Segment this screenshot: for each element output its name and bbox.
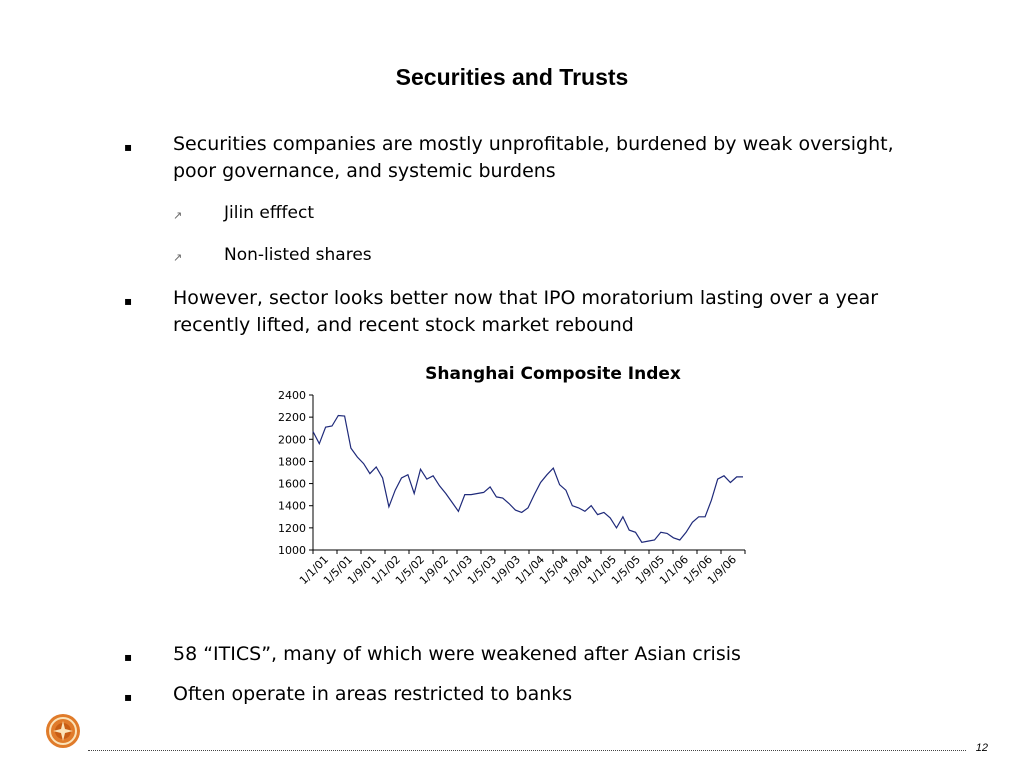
y-tick-label: 2400: [278, 389, 306, 402]
ornamental-seal-logo-icon: [46, 714, 80, 748]
bullet-text: However, sector looks better now that IP…: [173, 287, 879, 336]
shanghai-composite-chart: 100012001400160018002000220024001/1/011/…: [278, 389, 746, 587]
y-tick-label: 1400: [278, 500, 306, 513]
sub-bullet-text: Jilin efffect: [224, 203, 314, 223]
footer-divider: [88, 750, 966, 751]
y-tick-label: 2000: [278, 433, 306, 446]
sub-bullet-text: Non-listed shares: [224, 245, 372, 265]
y-tick-label: 1600: [278, 478, 306, 491]
y-tick-label: 1800: [278, 455, 306, 468]
index-series-line: [312, 414, 743, 543]
y-tick-label: 2200: [278, 411, 306, 424]
bullet-marker: ▪: [124, 294, 133, 308]
bullet-marker: ▪: [124, 140, 133, 154]
page-number: 12: [975, 742, 988, 754]
y-tick-label: 1000: [278, 544, 306, 557]
bullet-marker: ▪: [124, 690, 133, 704]
bullet-text: Securities companies are mostly unprofit…: [173, 133, 894, 182]
chart-title: Shanghai Composite Index: [425, 364, 681, 384]
sub-bullet-arrow-icon: ↗: [173, 209, 183, 222]
bullet-text: 58 “ITICS”, many of which were weakened …: [173, 643, 741, 665]
y-tick-label: 1200: [278, 522, 306, 535]
bullet-text: Often operate in areas restricted to ban…: [173, 683, 573, 705]
slide-title: Securities and Trusts: [395, 64, 629, 90]
sub-bullet-arrow-icon: ↗: [173, 251, 183, 264]
bullet-marker: ▪: [124, 650, 133, 664]
